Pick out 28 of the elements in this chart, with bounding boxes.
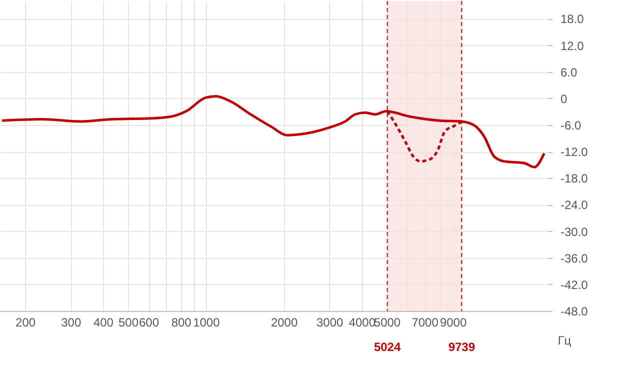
y-tick-label: -48.0 (560, 304, 588, 318)
x-tick-label: 7000 (412, 316, 439, 330)
x-tick-label: 9000 (440, 316, 467, 330)
y-tick-label: -24.0 (560, 198, 588, 212)
x-tick-label: 3000 (316, 316, 344, 330)
x-tick-label: 600 (139, 316, 160, 330)
x-axis-title: Гц (558, 334, 572, 348)
ref-line-label: 5024 (374, 340, 401, 354)
y-tick-label: -6.0 (560, 118, 582, 132)
x-tick-label: 2000 (270, 316, 298, 330)
y-tick-label: 6.0 (560, 65, 578, 80)
x-tick-label: 500 (118, 316, 139, 330)
x-tick-label: 400 (93, 316, 114, 330)
y-tick-label: 18.0 (560, 12, 584, 26)
x-tick-label: 4000 (348, 316, 376, 330)
y-tick-label: 12.0 (560, 38, 584, 53)
y-tick-label: -36.0 (560, 251, 588, 266)
x-tick-label: 1000 (193, 316, 220, 330)
y-tick-label: 0 (560, 92, 568, 106)
y-tick-label: -30.0 (560, 224, 588, 239)
x-tick-label: 300 (61, 316, 82, 330)
y-tick-label: -12.0 (560, 145, 588, 160)
x-tick-label: 200 (16, 316, 36, 330)
x-tick-label: 800 (171, 316, 192, 330)
ref-line-label: 9739 (448, 340, 476, 354)
x-tick-label: 5000 (374, 316, 401, 330)
y-tick-label: -42.0 (560, 278, 588, 292)
y-tick-label: -18.0 (560, 172, 588, 186)
